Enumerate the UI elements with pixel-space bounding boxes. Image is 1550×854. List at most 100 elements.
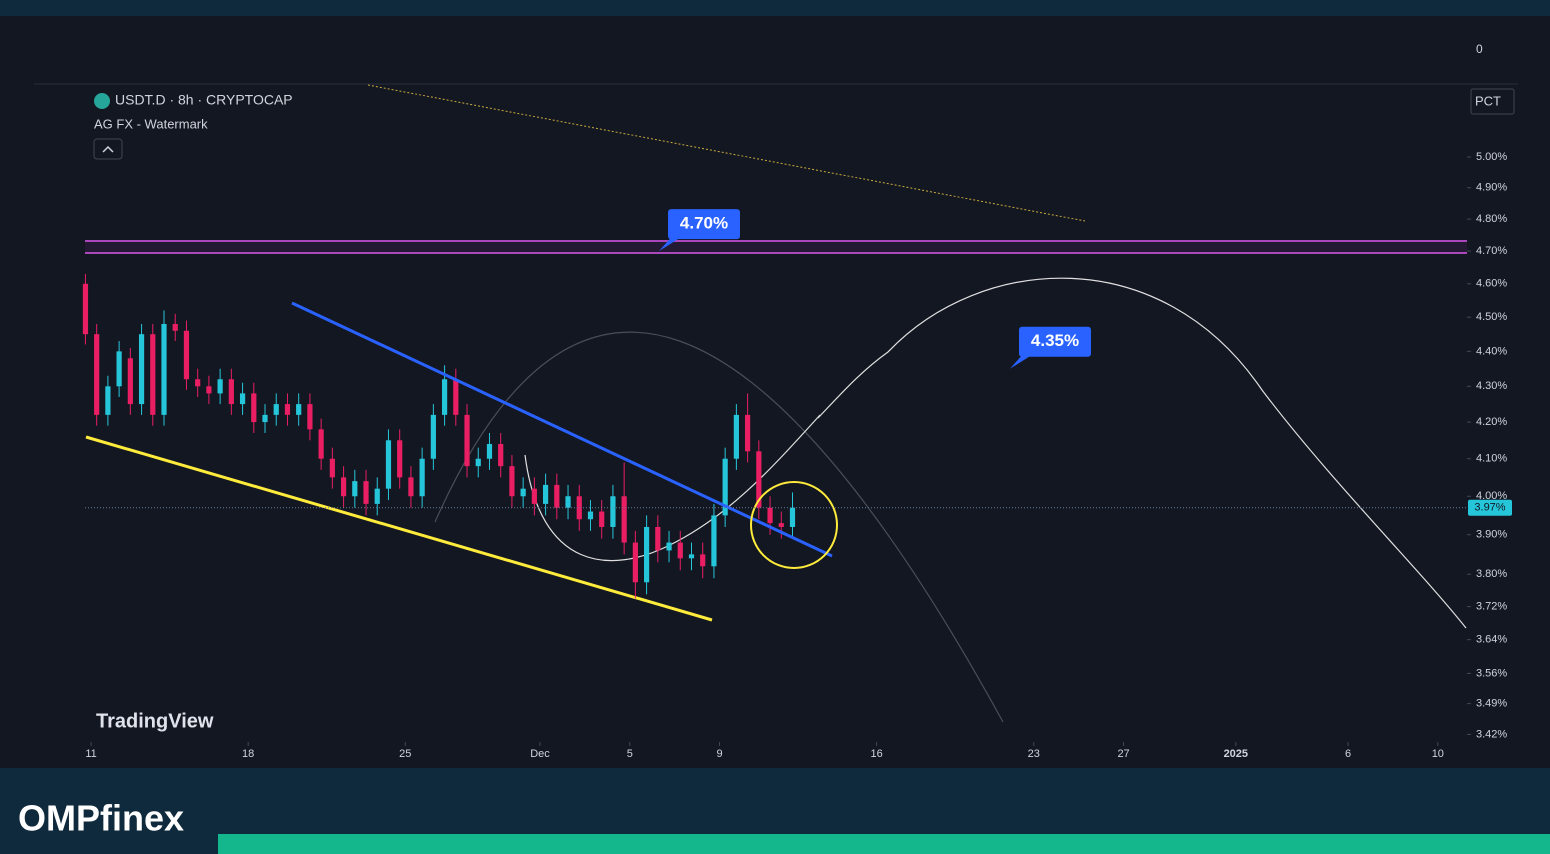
candle-body	[576, 496, 582, 520]
candle-body	[161, 323, 167, 415]
y-tick-label: 3.72%	[1476, 600, 1507, 612]
candle-body	[195, 379, 201, 387]
candle-body	[318, 429, 324, 459]
y-tick-label: 3.42%	[1476, 728, 1507, 740]
x-tick-label: 25	[399, 748, 411, 760]
highlight-circle	[750, 481, 838, 569]
candle-body	[94, 334, 100, 415]
candle-body	[453, 379, 459, 415]
x-tick-label: Dec	[530, 748, 550, 760]
y-tick-label: 4.70%	[1476, 245, 1507, 257]
candle-body	[509, 466, 515, 497]
candle-body	[363, 481, 369, 504]
callout-label: 4.70%	[680, 214, 728, 233]
y-axis-top-label: 0	[1476, 42, 1483, 56]
x-tick-label: 16	[871, 748, 883, 760]
candle-body	[296, 404, 302, 415]
callout-box	[668, 209, 740, 240]
candle-body	[239, 393, 246, 405]
candle-body	[677, 542, 683, 559]
last-price-box	[1468, 499, 1512, 516]
callout-box	[1019, 326, 1091, 357]
y-tick-label: 4.20%	[1476, 416, 1507, 428]
candle-body	[733, 414, 739, 459]
candle-body	[138, 334, 145, 405]
y-tick-label: 4.80%	[1476, 213, 1507, 225]
candle-body	[206, 386, 212, 394]
candle-body	[789, 507, 796, 527]
candle-body	[172, 323, 178, 331]
candle-body	[183, 330, 190, 380]
x-tick-label: 11	[85, 748, 96, 760]
candle-body	[666, 542, 672, 551]
x-tick-label: 9	[716, 748, 722, 760]
projection-curve	[817, 277, 1467, 629]
callout-label: 4.35%	[1031, 331, 1079, 350]
candle-body	[408, 477, 414, 497]
candle-body	[587, 511, 594, 520]
scale-mode[interactable]: PCT	[1475, 93, 1501, 108]
scale-mode-button[interactable]	[1470, 88, 1515, 115]
chart-subtitle: AG FX - Watermark	[94, 116, 208, 131]
chart-background	[0, 16, 1550, 768]
candle-body	[251, 393, 257, 423]
x-tick-label: 6	[1345, 748, 1351, 760]
y-tick-label: 4.90%	[1476, 182, 1507, 194]
candle-body	[655, 526, 661, 551]
candle-body	[127, 358, 133, 405]
x-tick-label: 2025	[1224, 748, 1248, 760]
candle-body	[632, 542, 638, 583]
candle-body	[329, 458, 335, 478]
resistance-zone	[85, 241, 1467, 253]
candle-body	[621, 496, 627, 543]
y-tick-label: 3.49%	[1476, 698, 1507, 710]
candle-body	[397, 440, 403, 478]
brand: OMPfinex	[18, 798, 184, 839]
candle-body	[385, 440, 392, 489]
candle-body	[756, 451, 762, 508]
y-tick-label: 3.90%	[1476, 529, 1507, 541]
candles	[82, 273, 796, 599]
candle-body	[105, 386, 111, 415]
y-tick-label: 4.40%	[1476, 345, 1507, 357]
candle-body	[441, 379, 448, 415]
candle-body	[486, 443, 493, 459]
faint-arc	[434, 331, 1004, 723]
candle-body	[340, 477, 347, 497]
top-bar	[0, 0, 1550, 16]
collapse-button[interactable]	[93, 138, 123, 160]
x-tick-label: 23	[1028, 748, 1040, 760]
y-tick-label: 4.30%	[1476, 380, 1507, 392]
candle-body	[352, 481, 358, 497]
candle-body	[475, 458, 481, 467]
candle-body	[700, 554, 706, 567]
candle-body	[722, 458, 728, 516]
candle-body	[554, 484, 560, 508]
chart-title: USDT.D · 8h · CRYPTOCAP	[115, 92, 293, 108]
y-tick-label: 4.50%	[1476, 311, 1507, 323]
candle-body	[778, 523, 784, 527]
overlay	[291, 301, 838, 569]
candle-body	[711, 515, 717, 567]
x-tick-label: 18	[242, 748, 254, 760]
candle-body	[599, 511, 605, 527]
last-price-label: 3.97%	[1474, 502, 1505, 514]
y-tick-label: 4.10%	[1476, 453, 1507, 465]
candle-body	[643, 526, 650, 583]
candle-body	[565, 496, 571, 508]
candle-body	[520, 488, 526, 497]
x-tick-label: 5	[627, 748, 633, 760]
candle-body	[150, 334, 156, 415]
candle-body	[542, 484, 549, 504]
candle-body	[116, 351, 122, 387]
watermark: TradingView	[96, 710, 214, 732]
collapse-icon	[102, 145, 114, 153]
footer-accent	[218, 834, 1550, 854]
candle-body	[374, 488, 380, 504]
y-tick-label: 4.60%	[1476, 278, 1507, 290]
symbol-icon	[94, 93, 110, 109]
candle-body	[419, 458, 425, 497]
candle-body	[262, 414, 268, 423]
candle-body	[228, 379, 234, 405]
